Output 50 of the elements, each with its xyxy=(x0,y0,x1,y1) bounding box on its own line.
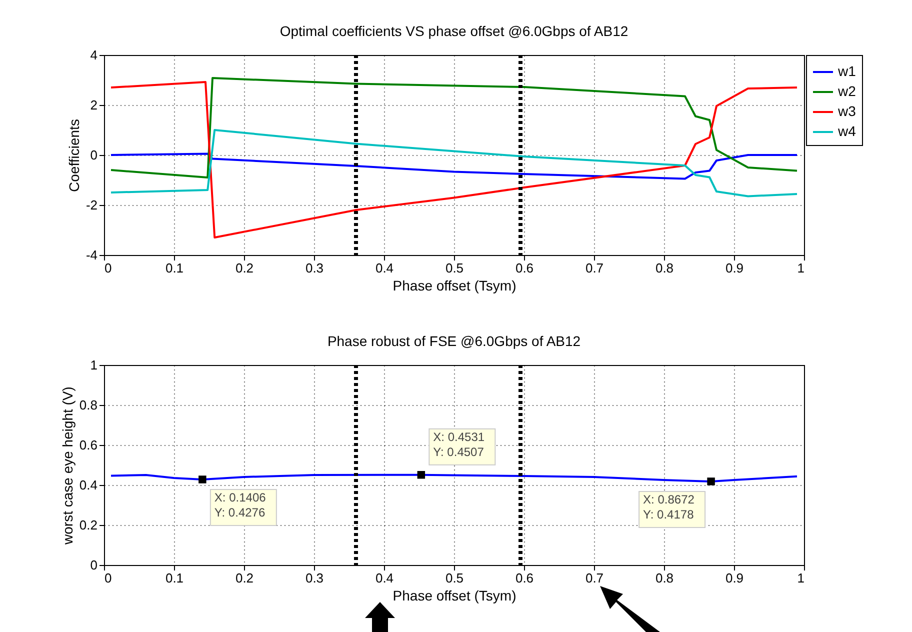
x-tick-label: 0.5 xyxy=(445,570,464,586)
x-axis-title: Phase offset (Tsym) xyxy=(392,278,516,294)
y-tick-label: 0.4 xyxy=(79,478,98,492)
x-tick-label: 0.5 xyxy=(445,260,464,276)
x-tick-label: 0.1 xyxy=(165,570,184,586)
annotation: X: 0.4531 Y: 0.4507 xyxy=(433,430,485,459)
y-tick-label: 0.6 xyxy=(79,438,98,452)
x-axis-title: Phase offset (Tsym) xyxy=(392,588,516,604)
x-tick-label: 0.8 xyxy=(655,260,674,276)
x-tick-label: 0.6 xyxy=(515,570,534,586)
x-tick-label: 0.7 xyxy=(585,260,604,276)
y-tick-label: 4 xyxy=(90,48,98,62)
x-tick-label: 0.2 xyxy=(235,570,254,586)
line-series xyxy=(110,129,798,198)
legend-label: w4 xyxy=(837,123,856,139)
legend-label: w1 xyxy=(837,63,856,79)
y-axis-title: worst case eye height (V) xyxy=(59,386,76,546)
chart-title: Optimal coefficients VS phase offset @6.0Gbps of AB12 xyxy=(280,23,628,39)
y-tick-label: -2 xyxy=(86,198,98,212)
x-tick-label: 0.7 xyxy=(585,570,604,586)
y-tick-label: 0 xyxy=(90,558,98,572)
x-tick-label: 0.3 xyxy=(305,570,324,586)
line-series xyxy=(110,77,798,178)
annotation: X: 0.8672 Y: 0.4178 xyxy=(643,492,695,522)
line-series xyxy=(110,81,798,238)
legend-label: w2 xyxy=(837,83,856,99)
x-tick-label: 0.1 xyxy=(165,260,184,276)
legend-label: w3 xyxy=(837,103,856,119)
x-tick-label: 0 xyxy=(104,260,112,276)
x-tick-label: 0.6 xyxy=(515,260,534,276)
x-tick-label: 0.9 xyxy=(725,260,744,276)
x-tick-label: 0 xyxy=(104,570,112,586)
y-tick-label: 0.8 xyxy=(79,398,98,412)
chart-title: Phase robust of FSE @6.0Gbps of AB12 xyxy=(327,333,581,349)
x-tick-label: 0.4 xyxy=(375,570,394,586)
x-tick-label: 0.9 xyxy=(725,570,744,586)
x-tick-label: 0.8 xyxy=(655,570,674,586)
y-tick-label: -4 xyxy=(86,248,98,262)
x-tick-label: 1 xyxy=(797,570,804,586)
y-tick-label: 0 xyxy=(90,148,98,162)
x-tick-label: 0.4 xyxy=(375,260,394,276)
x-tick-label: 0.2 xyxy=(235,260,254,276)
line-series xyxy=(110,152,798,180)
x-tick-label: 0.3 xyxy=(305,260,324,276)
annotation: X: 0.1406 Y: 0.4276 xyxy=(214,490,266,520)
y-tick-label: 0.2 xyxy=(79,518,98,532)
y-axis-title: Coefficients xyxy=(66,119,82,192)
y-tick-label: 2 xyxy=(90,98,98,112)
y-tick-label: 1 xyxy=(90,358,98,372)
x-tick-label: 1 xyxy=(797,260,804,276)
